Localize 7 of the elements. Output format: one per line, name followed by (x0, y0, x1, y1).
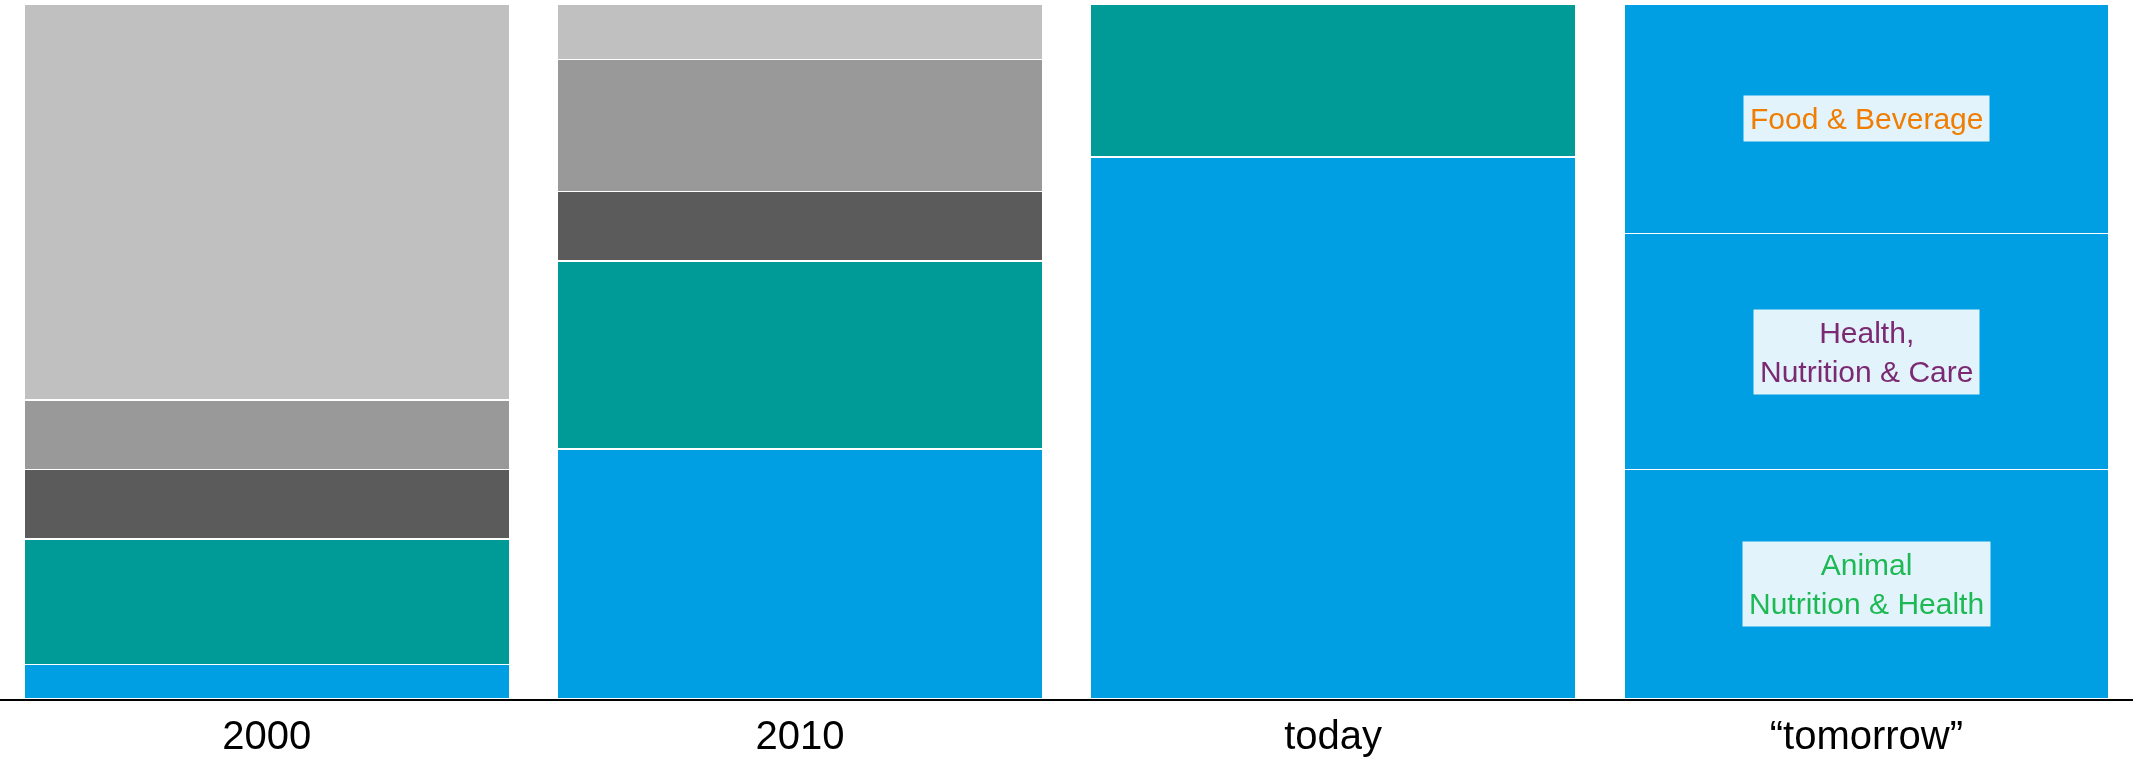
annotation: Food & Beverage (1750, 102, 1984, 135)
x-tick-label: today (1284, 713, 1383, 757)
x-tick-label: “tomorrow” (1769, 713, 1964, 757)
x-tick-label: 2010 (755, 713, 845, 757)
annotation: Animal Nutrition & Health (1749, 548, 1985, 620)
annotation: Health, Nutrition & Care (1760, 316, 1974, 388)
x-tick-label: 2000 (222, 713, 312, 757)
